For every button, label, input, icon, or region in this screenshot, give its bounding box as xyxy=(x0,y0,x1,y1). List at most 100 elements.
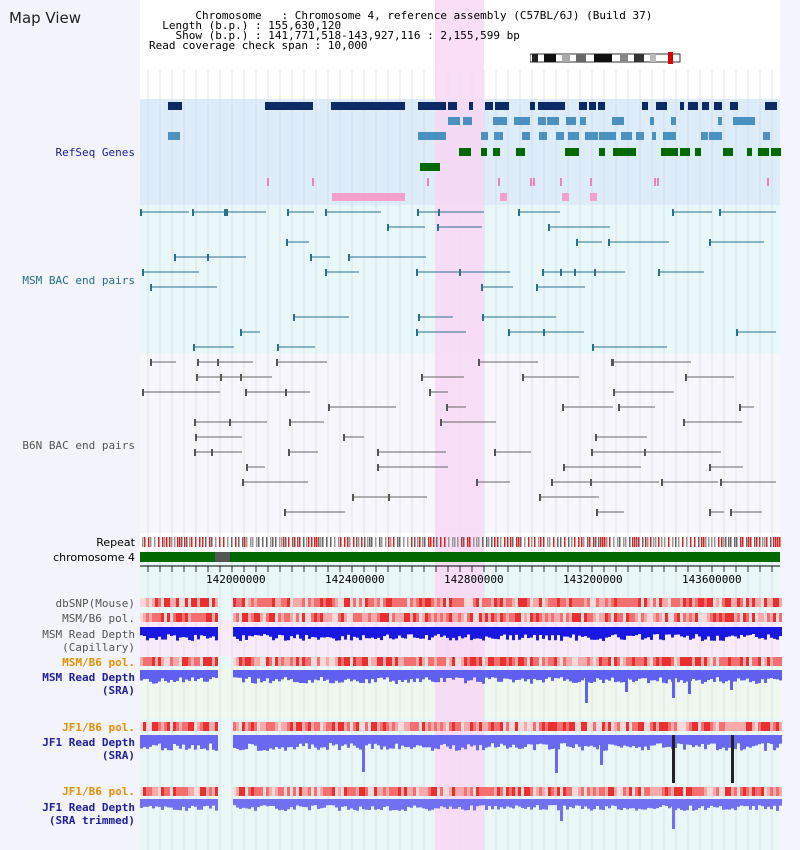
heat-cell xyxy=(536,598,539,607)
depth-bar xyxy=(464,735,467,750)
depth-bar xyxy=(371,670,374,680)
repeat-mark xyxy=(574,537,576,547)
heat-cell xyxy=(623,598,626,607)
heat-cell xyxy=(677,787,680,796)
heat-cell xyxy=(644,722,647,731)
repeat-mark xyxy=(748,537,750,547)
depth-bar xyxy=(653,735,656,746)
depth-bar xyxy=(704,799,707,811)
depth-bar xyxy=(299,670,302,683)
heat-cell xyxy=(614,657,617,666)
depth-bar xyxy=(704,670,707,683)
heat-cell xyxy=(203,598,206,607)
depth-bar xyxy=(320,735,323,748)
depth-bar xyxy=(764,799,767,810)
bac-end xyxy=(286,239,288,246)
heat-cell xyxy=(608,722,611,731)
heat-cell xyxy=(614,787,617,796)
heat-cell xyxy=(602,613,605,622)
repeat-mark xyxy=(390,537,392,547)
heat-cell xyxy=(176,598,179,607)
heat-cell xyxy=(440,787,443,796)
heat-cell xyxy=(341,613,344,622)
depth-bar xyxy=(509,799,512,808)
depth-bar xyxy=(755,670,758,684)
depth-bar xyxy=(512,627,515,641)
heat-cell xyxy=(533,787,536,796)
heat-cell xyxy=(344,598,347,607)
heat-cell xyxy=(551,613,554,622)
heat-cell xyxy=(344,787,347,796)
gene-block xyxy=(688,102,698,110)
heat-cell xyxy=(233,787,236,796)
heat-cell xyxy=(299,657,302,666)
bac-end xyxy=(595,434,597,441)
heat-cell xyxy=(326,657,329,666)
heat-cell xyxy=(380,657,383,666)
depth-bar xyxy=(368,627,371,639)
heat-cell xyxy=(443,657,446,666)
heat-cell xyxy=(296,613,299,622)
depth-bar xyxy=(185,670,188,680)
depth-bar xyxy=(341,670,344,683)
depth-bar xyxy=(404,799,407,811)
repeat-mark xyxy=(177,537,179,547)
heat-cell xyxy=(674,613,677,622)
repeat-mark xyxy=(266,537,268,547)
heat-cell xyxy=(482,657,485,666)
depth-bar xyxy=(632,670,635,683)
depth-bar xyxy=(605,735,608,751)
heat-cell xyxy=(491,787,494,796)
depth-bar xyxy=(368,735,371,744)
depth-bar xyxy=(761,735,764,744)
depth-bar xyxy=(299,799,302,807)
ruler-tick-label: 143200000 xyxy=(563,573,623,586)
depth-bar xyxy=(161,799,164,810)
depth-bar xyxy=(176,670,179,681)
depth-bar xyxy=(776,735,779,748)
depth-bar xyxy=(566,735,569,747)
heat-cell xyxy=(623,657,626,666)
heat-cell xyxy=(326,722,329,731)
depth-spike xyxy=(688,670,691,694)
depth-bar xyxy=(629,799,632,809)
heat-cell xyxy=(425,722,428,731)
heat-cell xyxy=(632,722,635,731)
depth-bar xyxy=(446,799,449,809)
depth-bar xyxy=(152,735,155,745)
gene-block xyxy=(538,102,551,110)
repeat-mark xyxy=(262,537,264,547)
depth-bar xyxy=(371,735,374,749)
heat-cell xyxy=(650,613,653,622)
depth-bar xyxy=(389,735,392,749)
gene-block xyxy=(709,132,718,140)
heat-cell xyxy=(209,722,212,731)
heat-cell xyxy=(419,722,422,731)
heat-cell xyxy=(584,787,587,796)
depth-bar xyxy=(551,670,554,681)
heat-cell xyxy=(689,722,692,731)
depth-bar xyxy=(581,627,584,637)
depth-bar xyxy=(434,670,437,683)
heat-cell xyxy=(560,598,563,607)
chromosome-ideogram[interactable] xyxy=(530,52,685,64)
heat-cell xyxy=(287,657,290,666)
heat-cell xyxy=(485,722,488,731)
heat-cell xyxy=(167,787,170,796)
heat-cell xyxy=(245,598,248,607)
depth-bar xyxy=(773,627,776,639)
gene-tick xyxy=(267,178,269,186)
depth-bar xyxy=(695,799,698,810)
depth-bar xyxy=(698,735,701,747)
depth-bar xyxy=(371,799,374,807)
heat-cell xyxy=(194,722,197,731)
depth-bar xyxy=(614,799,617,807)
heat-cell xyxy=(554,787,557,796)
heat-cell xyxy=(362,613,365,622)
heat-cell xyxy=(296,722,299,731)
heat-cell xyxy=(515,722,518,731)
gene-block xyxy=(448,117,460,125)
depth-bar xyxy=(437,799,440,809)
heat-cell xyxy=(683,657,686,666)
